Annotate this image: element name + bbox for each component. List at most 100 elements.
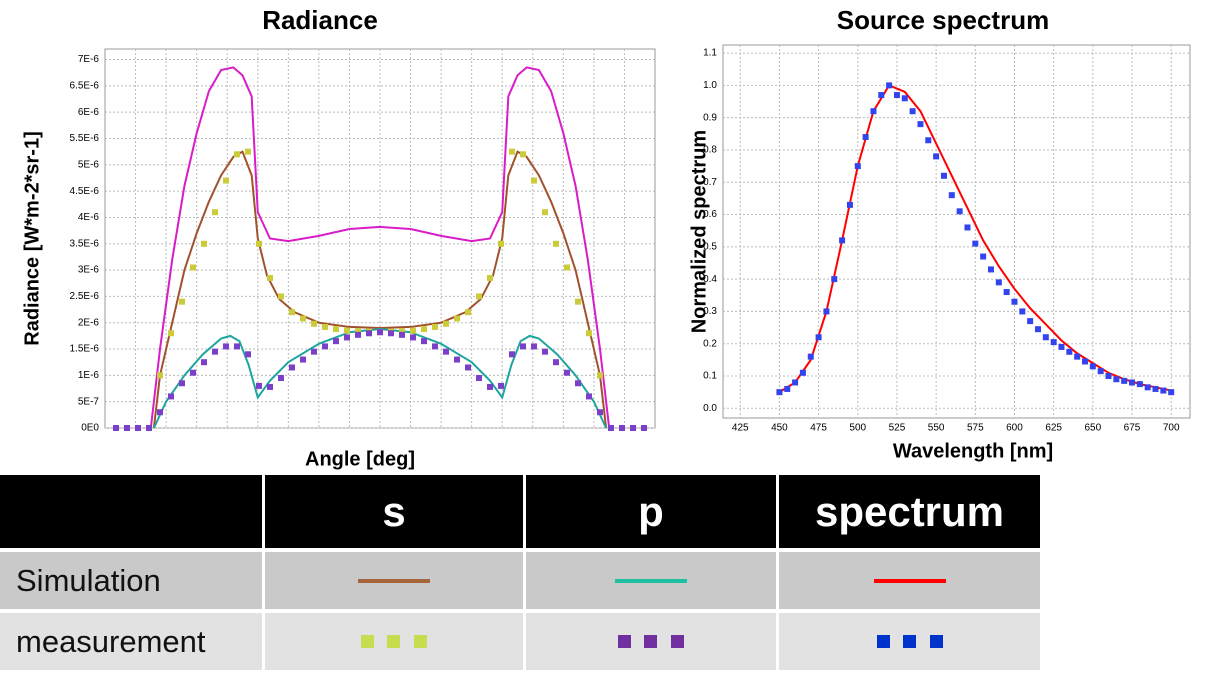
marker [964,224,971,231]
marker [542,209,548,216]
y-tick-label: 5.5E-6 [70,133,100,144]
header-cell: p [526,475,776,548]
marker [792,379,799,386]
marker [476,374,482,381]
y-tick-label: 0.7 [703,177,717,188]
marker [933,153,940,160]
marker [1113,376,1120,383]
marker [972,240,979,247]
x-axis-label: Angle [deg] [305,448,415,470]
swatch-cell [265,552,523,609]
marker [399,331,405,338]
chart-title: Source spectrum [837,5,1049,35]
marker [839,237,846,244]
y-tick-label: 1.1 [703,48,717,59]
marker [476,293,482,300]
marker [245,148,251,155]
marker [344,334,350,341]
marker [619,425,625,431]
marker [784,385,791,392]
marker [940,172,947,179]
marker [366,330,372,337]
x-tick-label: 700 [1163,423,1180,434]
x-tick-label: 600 [1006,423,1023,434]
marker [862,134,869,141]
y-tick-label: 4E-6 [78,212,100,223]
marker [267,274,273,281]
y-tick-label: 3E-6 [78,265,100,276]
marker [831,276,838,283]
marker [223,177,229,184]
marker [641,425,647,431]
series-line [152,150,608,429]
x-axis-label: Wavelength [nm] [893,440,1053,462]
marker [987,266,994,273]
swatch-cell [779,613,1040,670]
marker [520,151,526,158]
marker [531,177,537,184]
marker [454,315,460,322]
y-tick-label: 0.9 [703,112,717,123]
y-tick-label: 0E0 [81,423,99,434]
marker [925,137,932,144]
marker [443,348,449,355]
marker [201,359,207,366]
marker [886,82,893,89]
y-tick-label: 7E-6 [78,54,100,65]
marker [399,328,405,335]
y-tick-label: 0.8 [703,145,717,156]
x-tick-label: 650 [1084,423,1101,434]
line-swatch [358,578,430,583]
marker [443,320,449,327]
y-tick-label: 1.0 [703,80,717,91]
marker [1136,381,1143,388]
header-cell: spectrum [779,475,1040,548]
y-tick-label: 0.1 [703,371,717,382]
marker [465,309,471,316]
marker [630,425,636,431]
y-tick-label: 0.0 [703,403,717,414]
marker [1089,363,1096,370]
marker [465,364,471,371]
y-tick-label: 3.5E-6 [70,238,100,249]
header-blank [0,475,262,548]
marker [278,374,284,381]
marker [410,327,416,334]
marker [267,383,273,390]
marker [1011,298,1018,305]
marker [956,208,963,215]
x-tick-label: 500 [849,423,866,434]
marker [917,121,924,128]
marker [948,192,955,199]
marker [846,201,853,208]
legend-table: s p spectrum Simulation measurement [0,471,1043,674]
chart-title: Radiance [262,5,378,35]
marker [893,92,900,99]
marker [1097,368,1104,375]
y-tick-label: 0.6 [703,209,717,220]
x-tick-label: 575 [967,423,984,434]
y-tick-label: 1.5E-6 [70,344,100,355]
marker [300,315,306,322]
marker [124,425,130,431]
line-swatch [615,578,687,583]
marker [586,330,592,337]
marker [179,380,185,387]
x-tick-label: 525 [889,423,906,434]
marker [223,343,229,350]
marker [168,330,174,337]
marker [799,369,806,376]
y-tick-label: 0.5 [703,241,717,252]
marker [256,240,262,247]
marker [854,163,861,170]
x-tick-label: 450 [771,423,788,434]
marker [1003,289,1010,296]
marker [498,240,504,247]
y-tick-label: 1E-6 [78,370,100,381]
marker [1074,353,1081,360]
swatch-cell [526,552,776,609]
y-axis-label: Radiance [W*m-2*sr-1] [21,131,43,346]
marker [597,409,603,416]
marker [190,264,196,271]
